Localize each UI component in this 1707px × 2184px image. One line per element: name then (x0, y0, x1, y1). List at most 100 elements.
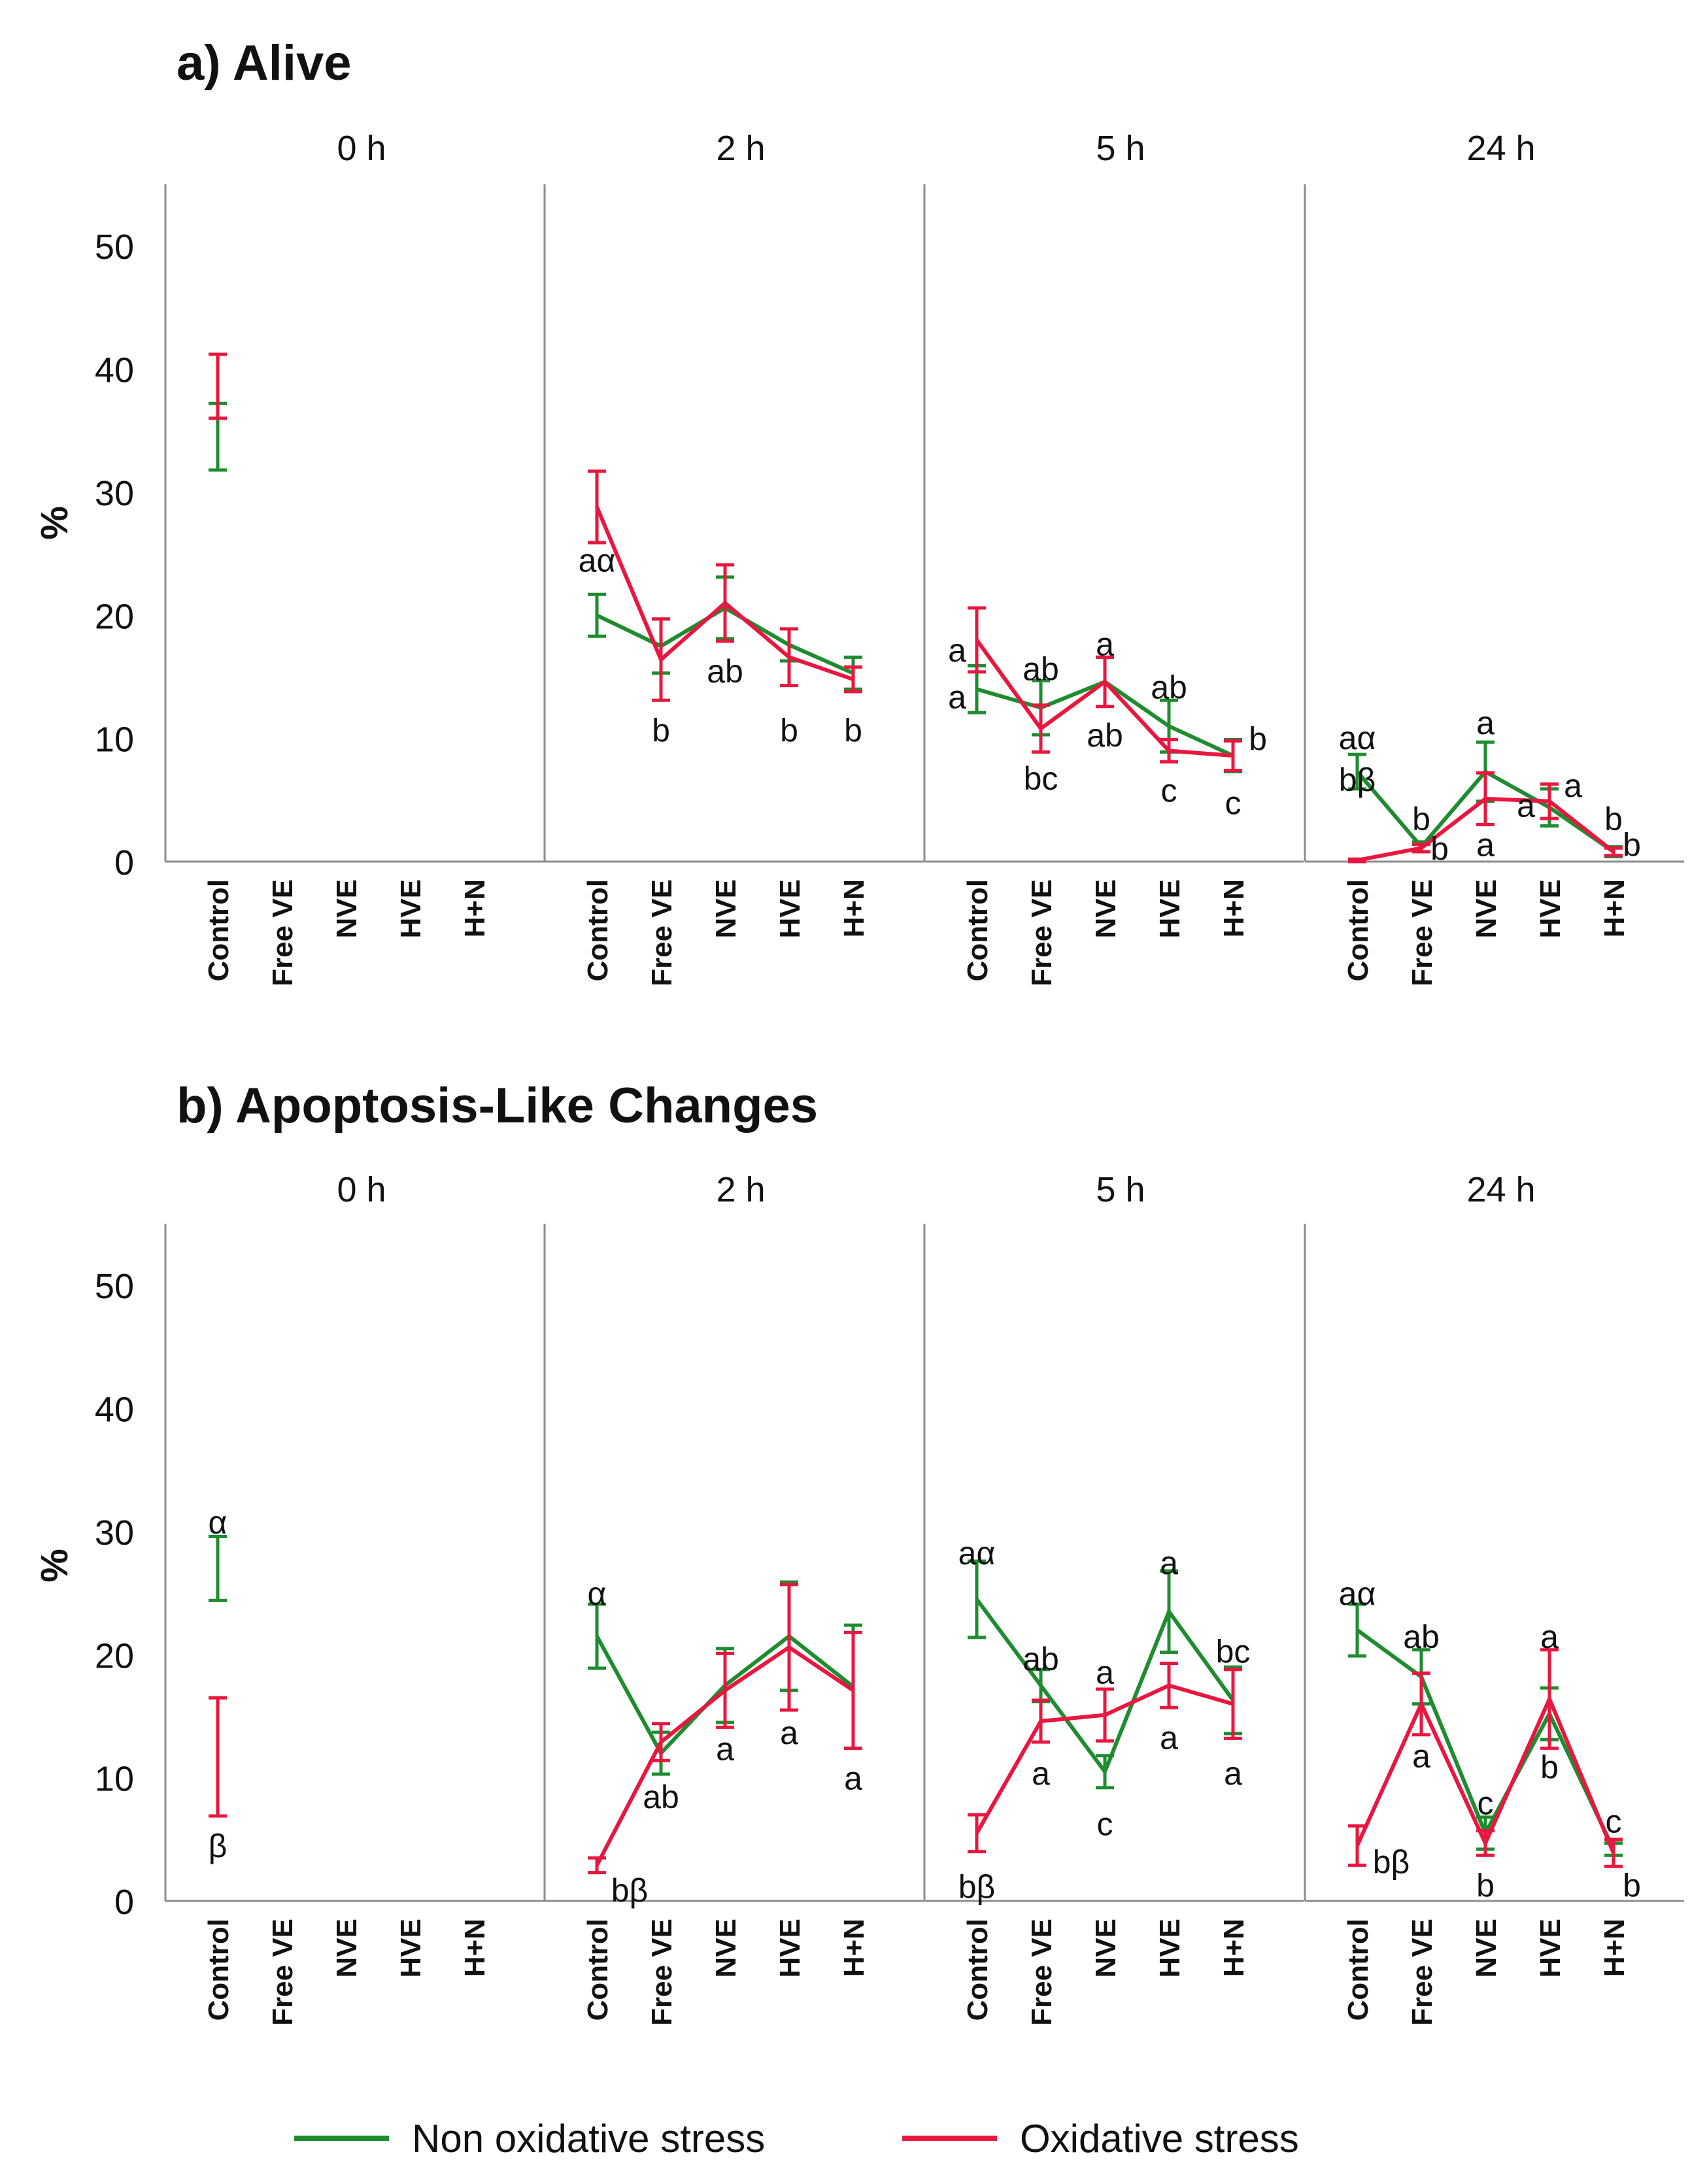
error-bar-oxidative (1224, 1668, 1242, 1740)
y-tick-label: 0 (114, 1883, 134, 1922)
x-tick-label: NVE (1470, 879, 1502, 938)
error-bar-non-oxidative (968, 1559, 986, 1639)
significance-label: a (1032, 1755, 1050, 1792)
error-bar-non-oxidative (1096, 1754, 1114, 1790)
error-bar-non-oxidative (1348, 752, 1366, 791)
significance-label: a (948, 632, 966, 669)
error-bar-oxidative (1160, 1661, 1178, 1709)
error-bar-oxidative (1224, 739, 1242, 773)
x-tick-label: Free VE (267, 1919, 299, 2026)
error-bar-non-oxidative (1160, 1569, 1178, 1655)
x-tick-label: H+N (459, 879, 491, 937)
error-bar-oxidative (1412, 1672, 1430, 1737)
error-bar-non-oxidative (588, 592, 606, 638)
y-tick-label: 20 (95, 1636, 134, 1675)
x-tick-label: H+N (459, 1919, 491, 1977)
error-bar-non-oxidative (209, 1534, 227, 1602)
y-tick-label: 50 (95, 1267, 134, 1306)
x-tick-label: NVE (1470, 1919, 1502, 1977)
y-tick-label: 10 (95, 1760, 134, 1799)
panel-2h: 2 h Control Free VE NVE HVE H+N aα b ab b b (543, 129, 924, 986)
significance-label: ab (707, 653, 743, 690)
significance-label: ab (1403, 1619, 1440, 1655)
significance-label: a (1224, 1755, 1242, 1792)
x-tick-label: H+N (1598, 879, 1631, 937)
error-bar-oxidative (1096, 1687, 1114, 1743)
significance-label: a (948, 679, 966, 716)
x-tick-label: Free VE (1026, 879, 1058, 986)
legend-label-oxidative: Oxidative stress (1020, 2117, 1299, 2160)
panel-label: 5 h (1096, 1170, 1145, 1209)
significance-label: β (209, 1828, 228, 1864)
significance-label: b (780, 712, 798, 748)
error-bar-non-oxidative (1348, 1602, 1366, 1658)
significance-label: bβ (1373, 1844, 1410, 1881)
error-bar-non-oxidative (588, 1602, 606, 1670)
significance-label: c (1097, 1806, 1113, 1842)
error-bar-oxidative (1032, 1698, 1050, 1744)
x-tick-label: Control (962, 1919, 994, 2021)
chart-title: b) Apoptosis-Like Changes (177, 1078, 818, 1134)
significance-label: bβ (958, 1868, 996, 1905)
x-tick-label: NVE (710, 879, 742, 938)
x-tick-label: NVE (710, 1919, 742, 1977)
y-axis-label: % (33, 1549, 76, 1583)
panel-0h: 0 h Control Free VE NVE HVE H+N α β (164, 1170, 545, 2026)
error-bar-oxidative (652, 617, 670, 702)
significance-label: a (1412, 1738, 1430, 1775)
significance-label: α (209, 1504, 228, 1541)
significance-label: b (1430, 830, 1449, 867)
x-tick-label: Control (1342, 1919, 1374, 2021)
panel-label: 24 h (1466, 1170, 1535, 1209)
significance-label: a (1517, 787, 1535, 824)
significance-label: a (1160, 1719, 1178, 1756)
panel-label: 2 h (716, 1170, 765, 1209)
error-bar-oxidative (1032, 703, 1050, 754)
chart-b-panels: 0 10 20 30 40 50 0 h Control Free VE NVE HVE H+N α β 2… (95, 1170, 1684, 2026)
significance-label: aα (579, 543, 616, 579)
significance-label: c (1225, 785, 1242, 822)
error-bar-oxidative (209, 1696, 227, 1818)
error-bar-oxidative (1160, 738, 1178, 764)
x-tick-label: HVE (395, 1919, 427, 1977)
panel-5h: 5 h Control Free VE NVE HVE H+N aα bβ ab a a c a a bc a (923, 1170, 1304, 2026)
significance-label: a (1476, 827, 1495, 864)
error-bar-oxidative (1604, 846, 1623, 858)
error-bar-oxidative (1348, 857, 1366, 864)
error-bar-oxidative (968, 1813, 986, 1854)
significance-label: a (1096, 626, 1114, 663)
panel-label: 0 h (337, 129, 386, 168)
error-bar-oxidative (1412, 843, 1430, 854)
significance-label: ab (1087, 717, 1123, 754)
x-tick-label: H+N (1598, 1919, 1631, 1977)
significance-label: a (716, 1730, 734, 1767)
error-bar-oxidative (209, 352, 227, 420)
x-tick-label: Free VE (267, 879, 299, 986)
error-bar-oxidative (844, 665, 862, 694)
significance-label: b (1623, 827, 1641, 864)
significance-label: ab (1023, 1641, 1059, 1677)
significance-label: a (780, 1715, 798, 1751)
error-bar-oxidative (588, 469, 606, 545)
x-tick-label: H+N (1218, 879, 1250, 937)
error-bar-oxidative (652, 1722, 670, 1762)
significance-label: c (1606, 1804, 1622, 1840)
x-tick-label: NVE (331, 879, 363, 938)
panel-label: 5 h (1096, 129, 1145, 168)
significance-label: b (844, 712, 862, 748)
panel-0h: 0 h Control Free VE NVE HVE H+N (164, 129, 545, 986)
error-bar-oxidative (780, 1583, 798, 1712)
x-tick-label: HVE (1534, 1919, 1566, 1977)
y-tick-label: 0 (114, 843, 134, 882)
y-tick-label: 40 (95, 1390, 134, 1430)
y-tick-label: 30 (95, 474, 134, 513)
significance-label: bβ (1339, 762, 1376, 798)
panel-label: 0 h (337, 1170, 386, 1209)
significance-label: b (1604, 801, 1623, 837)
significance-label: c (1478, 1785, 1494, 1821)
significance-label: ab (643, 1779, 679, 1815)
y-axis-label: % (33, 506, 76, 540)
error-bar-oxidative (1540, 782, 1559, 820)
